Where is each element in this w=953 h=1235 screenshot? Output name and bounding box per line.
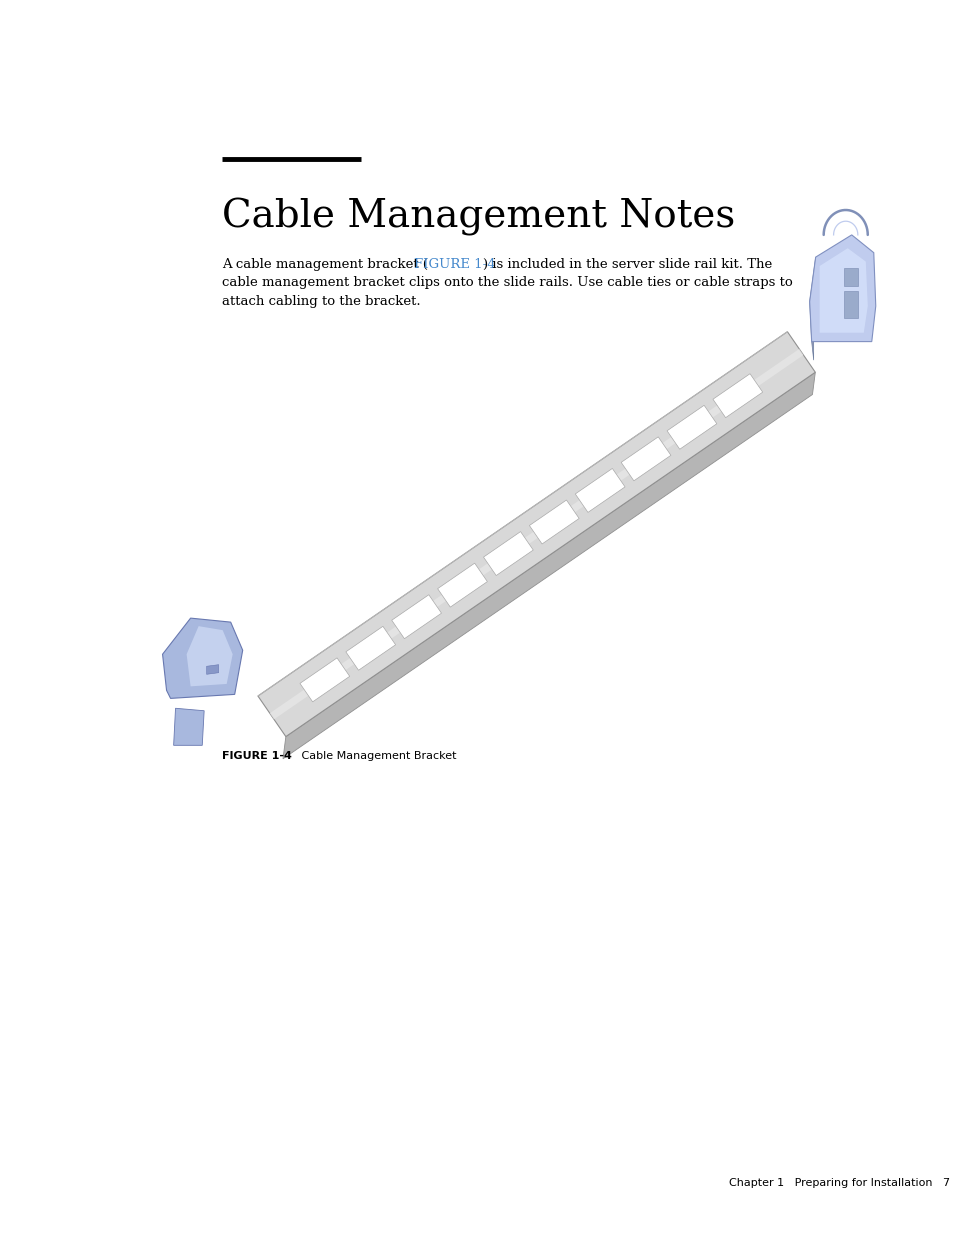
Polygon shape — [173, 709, 204, 746]
Text: FIGURE 1-4: FIGURE 1-4 — [222, 751, 292, 761]
Polygon shape — [666, 405, 716, 450]
Text: cable management bracket clips onto the slide rails. Use cable ties or cable str: cable management bracket clips onto the … — [222, 277, 792, 289]
Polygon shape — [299, 658, 350, 701]
Text: A cable management bracket (: A cable management bracket ( — [222, 258, 428, 272]
Polygon shape — [842, 268, 857, 285]
Text: Cable Management Bracket: Cable Management Bracket — [291, 751, 456, 761]
Text: Cable Management Notes: Cable Management Notes — [222, 198, 735, 236]
Polygon shape — [809, 235, 875, 342]
Polygon shape — [620, 437, 670, 480]
Polygon shape — [162, 618, 242, 699]
Polygon shape — [187, 626, 233, 687]
Polygon shape — [483, 531, 533, 576]
Text: ) is included in the server slide rail kit. The: ) is included in the server slide rail k… — [482, 258, 771, 272]
Polygon shape — [529, 500, 578, 543]
Polygon shape — [809, 257, 815, 361]
Polygon shape — [575, 468, 624, 513]
Text: FIGURE 1-4: FIGURE 1-4 — [414, 258, 496, 272]
Polygon shape — [712, 374, 761, 417]
Polygon shape — [842, 291, 857, 317]
Polygon shape — [346, 626, 395, 671]
Polygon shape — [207, 664, 218, 674]
Polygon shape — [257, 332, 815, 736]
Polygon shape — [392, 595, 441, 638]
Polygon shape — [437, 563, 487, 608]
Text: attach cabling to the bracket.: attach cabling to the bracket. — [222, 294, 420, 308]
Polygon shape — [270, 350, 802, 719]
Polygon shape — [819, 248, 867, 332]
Polygon shape — [283, 372, 815, 758]
Text: Chapter 1   Preparing for Installation   7: Chapter 1 Preparing for Installation 7 — [728, 1178, 949, 1188]
